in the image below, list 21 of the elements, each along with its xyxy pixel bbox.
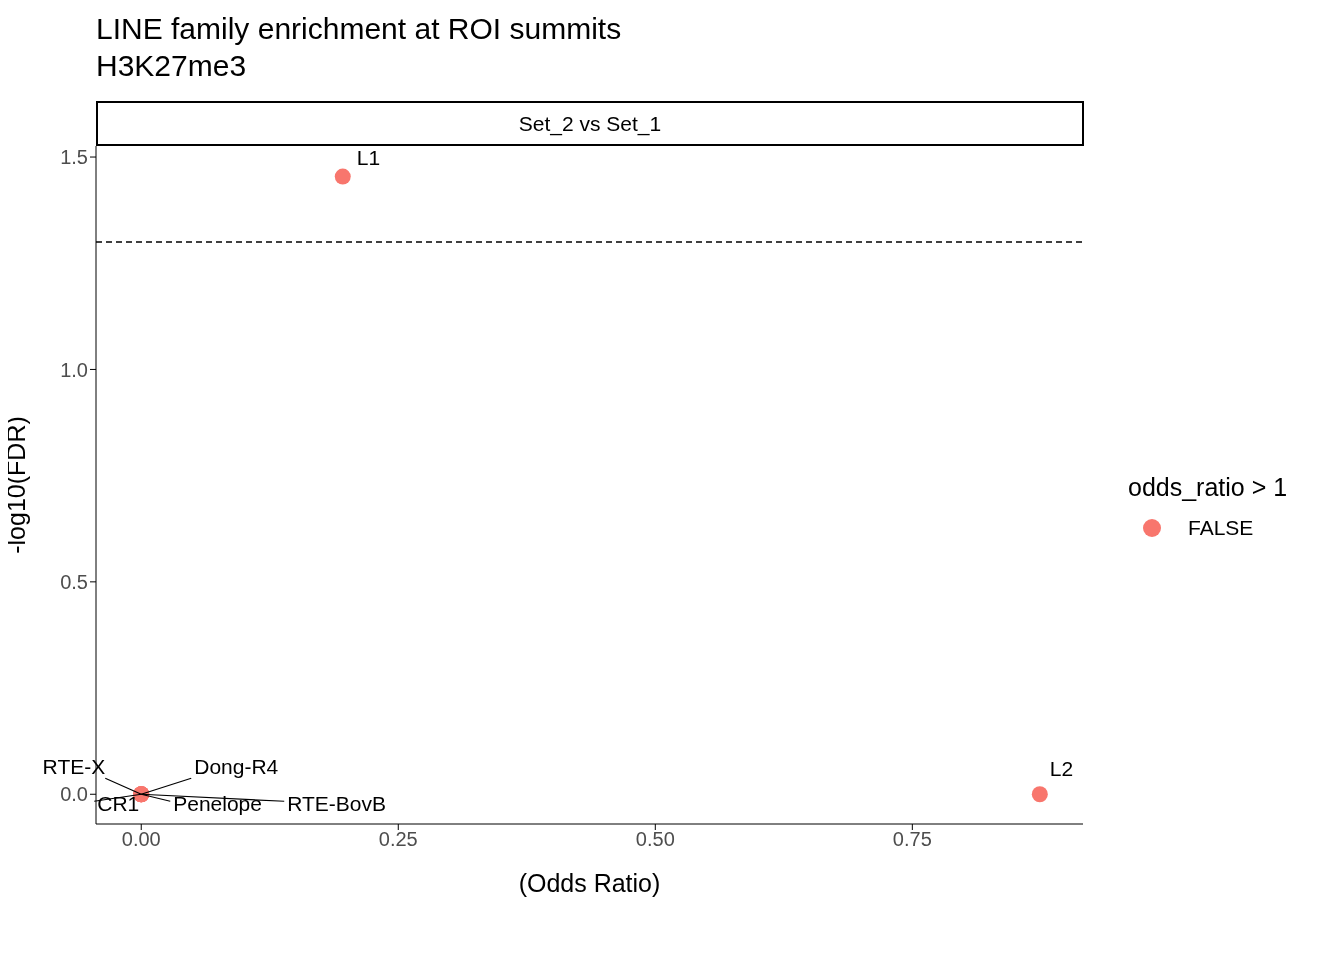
annotation: Penelope xyxy=(173,792,262,816)
legend-label: FALSE xyxy=(1188,516,1254,540)
annotation: CR1 xyxy=(97,792,140,816)
annotation: RTE-BovB xyxy=(287,792,387,816)
annotation: Dong-R4 xyxy=(194,755,279,779)
y-tick-label: 0.0 xyxy=(60,783,88,806)
annotation: RTE-X xyxy=(42,755,106,779)
x-axis-title: (Odds Ratio) xyxy=(518,868,661,897)
chart-title: LINE family enrichment at ROI summits xyxy=(96,11,622,47)
annotation: L1 xyxy=(356,145,381,169)
x-tick-label: 0.00 xyxy=(121,828,161,851)
annotation: L2 xyxy=(1049,757,1074,781)
x-tick-label: 0.50 xyxy=(635,828,675,851)
x-tick-label: 0.75 xyxy=(892,828,932,851)
y-tick-label: 1.5 xyxy=(60,146,88,169)
text: Set_2 vs Set_1 xyxy=(96,101,1084,146)
y-tick-label: 1.0 xyxy=(60,358,88,381)
legend-title: odds_ratio > 1 xyxy=(1128,473,1288,502)
chart-subtitle: H3K27me3 xyxy=(96,48,248,84)
y-tick-label: 0.5 xyxy=(60,570,88,593)
x-tick-label: 0.25 xyxy=(378,828,418,851)
